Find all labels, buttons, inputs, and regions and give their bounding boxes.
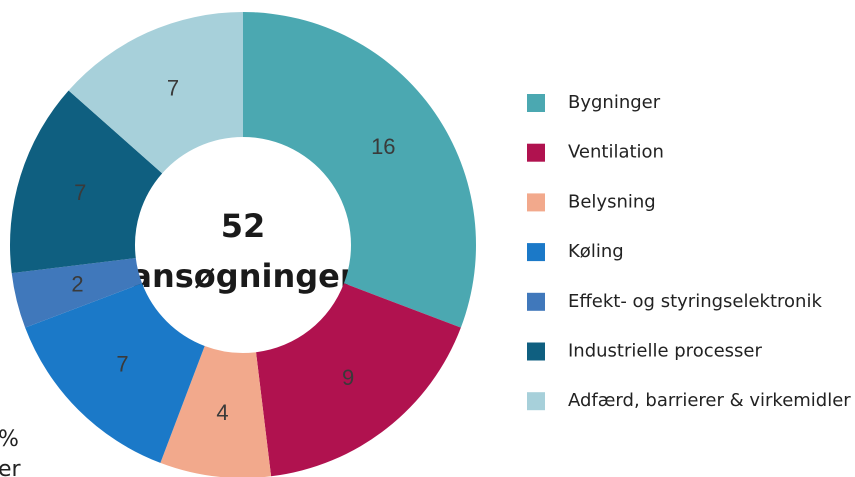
center-label: ansøgninger <box>130 257 355 295</box>
legend-label: Køling <box>568 241 624 262</box>
legend-label: Industrielle processer <box>568 341 763 362</box>
legend-swatch <box>527 392 545 411</box>
segment-label: 9 <box>342 365 354 390</box>
legend-label: Effekt- og styringselektronik <box>568 291 822 312</box>
legend-label: Ventilation <box>568 142 664 163</box>
legend-swatch <box>527 243 545 262</box>
cropped-text: % <box>0 427 19 452</box>
legend-swatch <box>527 193 545 212</box>
donut-segment <box>243 12 477 328</box>
donut-segment <box>256 283 461 477</box>
legend-label: Belysning <box>568 191 656 212</box>
segment-label: 7 <box>116 351 128 376</box>
segment-label: 2 <box>71 272 83 297</box>
donut-segment <box>10 90 163 274</box>
donut-segment <box>160 345 272 477</box>
legend-swatch <box>527 94 545 112</box>
legend-swatch <box>527 342 545 361</box>
cropped-text: er <box>0 457 22 477</box>
legend-label: Adfærd, barrierer & virkemidler <box>568 390 851 411</box>
center-number: 52 <box>221 207 266 245</box>
legend-swatch <box>527 292 545 311</box>
legend-swatch <box>527 143 545 162</box>
donut-segment <box>68 12 244 174</box>
segment-label: 7 <box>74 180 86 205</box>
donut-segment <box>25 283 205 463</box>
legend-label: Bygninger <box>568 92 661 113</box>
segment-label: 7 <box>167 75 179 100</box>
segment-label: 4 <box>216 400 228 425</box>
segment-label: 16 <box>371 134 395 159</box>
donut-segment <box>11 258 143 328</box>
